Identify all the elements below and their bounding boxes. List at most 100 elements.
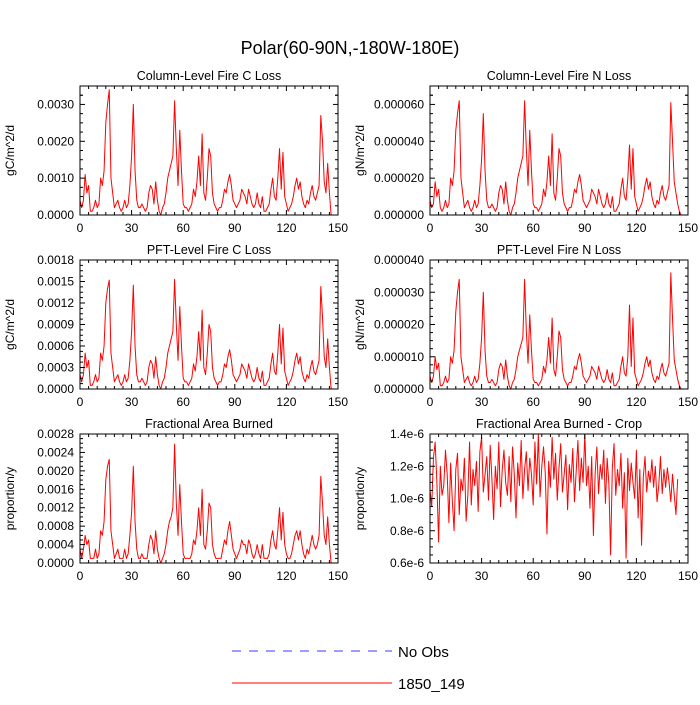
x-tick-label: 90: [228, 569, 242, 583]
x-tick-label: 0: [427, 569, 434, 583]
y-axis-label: gN/m^2/d: [353, 125, 367, 176]
x-tick-label: 30: [475, 221, 489, 235]
x-tick-label: 0: [427, 221, 434, 235]
y-tick-label: 0.000040: [374, 134, 424, 148]
x-tick-label: 150: [328, 395, 348, 409]
x-tick-label: 30: [125, 395, 139, 409]
y-tick-label: 0.000010: [374, 350, 424, 364]
series-line-1850-149: [79, 278, 332, 390]
y-tick-label: 0.0018: [37, 253, 74, 267]
x-tick-label: 30: [475, 395, 489, 409]
y-tick-label: 0.0015: [37, 275, 74, 289]
panel-column-level-fire-n-loss: Column-Level Fire N Loss gN/m^2/d 0 30 60 90 1…: [353, 69, 698, 235]
panel-column-level-fire-c-loss: Column-Level Fire C Loss gC/m^2/d 0 30 60 90 1…: [3, 69, 348, 235]
y-tick-label: 0.0030: [37, 97, 74, 111]
y-tick-label: 0.000000: [374, 382, 424, 396]
panel-title: PFT-Level Fire C Loss: [147, 243, 271, 257]
x-tick-label: 150: [328, 569, 348, 583]
x-tick-label: 30: [125, 221, 139, 235]
y-tick-label: 0.0020: [37, 134, 74, 148]
panel-fractional-area-burned: Fractional Area Burned proportion/y 0 30 60 9…: [3, 417, 348, 583]
y-tick-label: 0.8e-6: [390, 524, 424, 538]
panel-grid: Column-Level Fire C Loss gC/m^2/d 0 30 60 90 1…: [3, 69, 698, 583]
y-tick-label: 0.6e-6: [390, 556, 424, 570]
panel-title: Fractional Area Burned - Crop: [476, 417, 642, 431]
panel-title: Column-Level Fire C Loss: [137, 69, 282, 83]
x-tick-label: 0: [77, 569, 84, 583]
plot-frame: [429, 259, 689, 390]
panel-pft-level-fire-c-loss: PFT-Level Fire C Loss gC/m^2/d 0 30 60 90 120 1…: [3, 243, 348, 409]
y-axis-label: gC/m^2/d: [3, 299, 17, 350]
x-tick-label: 0: [427, 395, 434, 409]
series-line-1850-149: [429, 272, 682, 390]
series-line-1850-149: [429, 433, 679, 559]
y-axis-label: gN/m^2/d: [353, 299, 367, 350]
x-tick-label: 60: [527, 569, 541, 583]
series-line-1850-149: [79, 89, 332, 216]
series-line-1850-149: [429, 100, 682, 216]
y-tick-label: 1.4e-6: [390, 427, 424, 441]
x-tick-label: 60: [527, 395, 541, 409]
y-tick-label: 0.0006: [37, 339, 74, 353]
x-tick-label: 60: [177, 395, 191, 409]
y-tick-label: 0.0028: [37, 427, 74, 441]
x-tick-label: 90: [228, 221, 242, 235]
x-tick-label: 60: [177, 221, 191, 235]
series-line-1850-149: [79, 443, 332, 564]
x-tick-label: 150: [678, 221, 698, 235]
x-tick-label: 90: [578, 221, 592, 235]
y-tick-label: 0.0012: [37, 296, 74, 310]
y-axis-label: gC/m^2/d: [3, 125, 17, 176]
legend-1850-149-label: 1850_149: [398, 676, 465, 693]
x-tick-label: 150: [678, 395, 698, 409]
y-tick-label: 0.0012: [37, 501, 74, 515]
x-tick-label: 60: [177, 569, 191, 583]
x-tick-label: 0: [77, 395, 84, 409]
y-tick-label: 0.0024: [37, 445, 74, 459]
x-tick-label: 150: [328, 221, 348, 235]
x-tick-label: 120: [276, 221, 296, 235]
plot-frame: [79, 433, 339, 564]
panel-pft-level-fire-n-loss: PFT-Level Fire N Loss gN/m^2/d 0 30 60 90 120 1…: [353, 243, 698, 409]
x-tick-label: 30: [125, 569, 139, 583]
y-tick-label: 1.2e-6: [390, 459, 424, 473]
y-tick-label: 0.000060: [374, 97, 424, 111]
panel-title: Column-Level Fire N Loss: [487, 69, 632, 83]
panel-title: Fractional Area Burned: [145, 417, 273, 431]
y-tick-label: 0.000020: [374, 318, 424, 332]
y-tick-label: 0.0000: [37, 556, 74, 570]
x-tick-label: 60: [527, 221, 541, 235]
legend-no-obs-label: No Obs: [398, 644, 449, 661]
y-tick-label: 0.000040: [374, 253, 424, 267]
y-axis-label: proportion/y: [3, 467, 17, 530]
panel-fractional-area-burned-crop: Fractional Area Burned - Crop proportion/…: [353, 417, 698, 583]
x-tick-label: 90: [228, 395, 242, 409]
y-tick-label: 1.0e-6: [390, 492, 424, 506]
y-tick-label: 0.0003: [37, 361, 74, 375]
x-tick-label: 150: [678, 569, 698, 583]
y-tick-label: 0.0000: [37, 382, 74, 396]
x-tick-label: 120: [626, 569, 646, 583]
x-tick-label: 30: [475, 569, 489, 583]
panel-title: PFT-Level Fire N Loss: [497, 243, 621, 257]
y-tick-label: 0.000030: [374, 285, 424, 299]
x-tick-label: 120: [626, 221, 646, 235]
y-tick-label: 0.0010: [37, 171, 74, 185]
figure-title: Polar(60-90N,-180W-180E): [241, 38, 460, 58]
y-tick-label: 0.0009: [37, 318, 74, 332]
x-tick-label: 120: [276, 395, 296, 409]
x-tick-label: 0: [77, 221, 84, 235]
y-tick-label: 0.0000: [37, 208, 74, 222]
y-tick-label: 0.0016: [37, 482, 74, 496]
y-tick-label: 0.0008: [37, 519, 74, 533]
x-tick-label: 90: [578, 569, 592, 583]
y-tick-label: 0.0020: [37, 464, 74, 478]
y-tick-label: 0.0004: [37, 538, 74, 552]
y-tick-label: 0.000000: [374, 208, 424, 222]
x-tick-label: 120: [276, 569, 296, 583]
x-tick-label: 120: [626, 395, 646, 409]
y-axis-label: proportion/y: [353, 467, 367, 530]
x-tick-label: 90: [578, 395, 592, 409]
